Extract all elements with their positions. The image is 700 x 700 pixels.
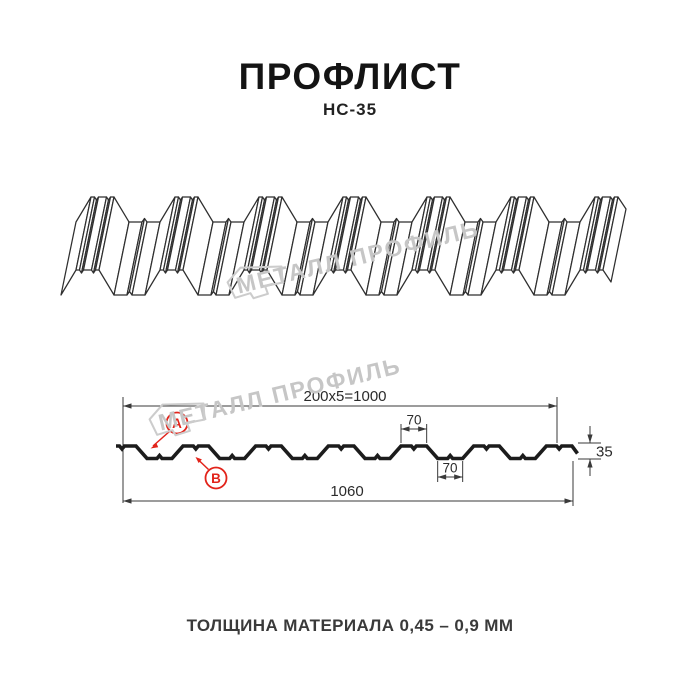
dim-crest-width: 70	[406, 413, 421, 428]
callout-b-label: В	[211, 471, 221, 486]
page-title: ПРОФЛИСТ	[238, 56, 462, 97]
callout-a: А	[150, 411, 189, 449]
dim-valley-width: 70	[442, 461, 457, 476]
dim-profile-height: 35	[596, 444, 613, 461]
dim-overall-width: 1060	[330, 483, 363, 500]
profile-outline	[116, 444, 579, 461]
callout-b-arrowhead	[195, 457, 202, 463]
material-thickness-caption: ТОЛЩИНА МАТЕРИАЛА 0,45 – 0,9 ММ	[186, 616, 514, 635]
sheet-3d-view	[60, 196, 627, 296]
cross-section-drawing: А В 200x5=1000 1060 70 70 35	[116, 388, 613, 506]
callout-b: В	[195, 457, 228, 490]
callout-a-arrowhead	[150, 443, 159, 449]
profile-model-name: НС-35	[322, 100, 378, 119]
dim-working-width: 200x5=1000	[304, 388, 387, 405]
callout-a-label: А	[172, 416, 182, 431]
